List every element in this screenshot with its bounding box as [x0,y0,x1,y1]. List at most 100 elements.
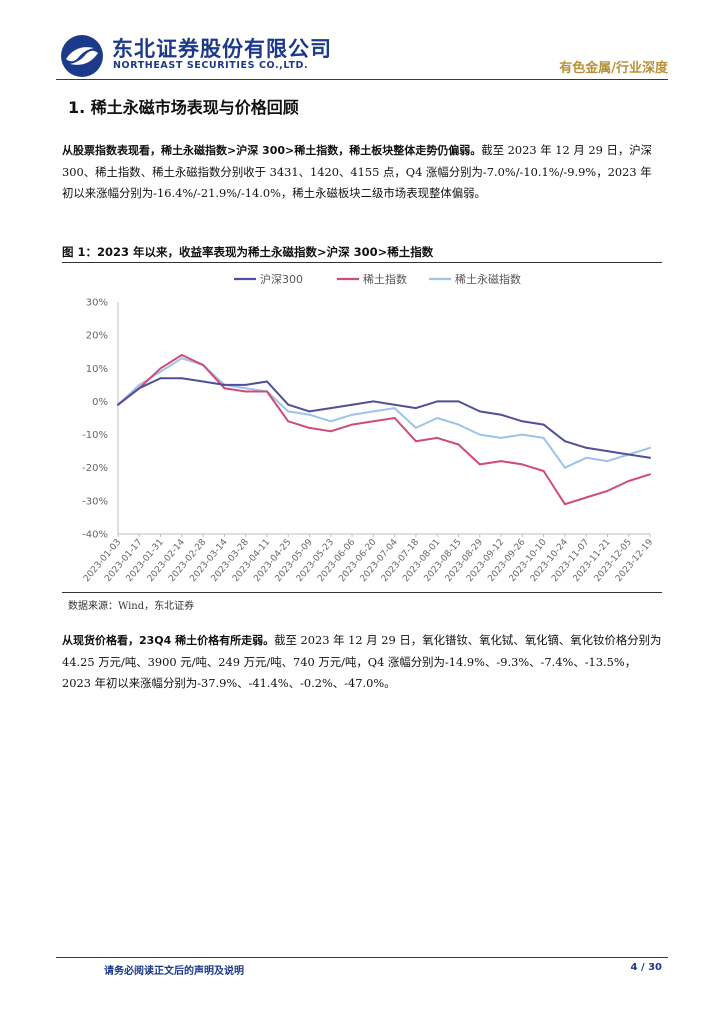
legend-label: 稀土指数 [363,272,407,286]
data-point [542,436,545,439]
data-point [457,423,460,426]
chart-legend: 沪深300 稀土指数 稀土永磁指数 [234,272,521,286]
figure-top-rule [62,262,662,263]
data-point [627,480,630,482]
data-point [500,413,502,416]
company-name-en: NORTHEAST SECURITIES CO.,LTD. [113,60,309,71]
data-point [521,463,524,466]
figure-bottom-rule [62,592,662,593]
data-point [393,417,396,419]
data-point [287,420,290,423]
y-tick-label: 0% [92,397,108,408]
data-point [308,426,311,429]
data-point [329,407,332,410]
data-point [244,390,247,393]
paragraph-stock-index-body: 截至 2023 年 12 月 29 日，沪深 300、稀土指数、稀土永磁指数分别… [62,143,653,200]
chart-x-ticks: 2023-01-032023-01-172023-01-312023-02-14… [82,534,655,584]
data-point [244,383,247,386]
data-point [478,433,481,436]
footer-divider [56,957,668,958]
figure-source: 数据来源：Wind，东北证券 [68,601,195,612]
data-point [606,460,609,463]
data-point [542,470,545,472]
data-point [266,380,268,383]
data-point [351,423,354,426]
paragraph-spot-price-lead: 从现货价格看，23Q4 稀土价格有所走弱。 [62,634,275,647]
series-line [117,357,651,469]
data-point [308,413,311,416]
data-point [287,410,290,413]
data-point [436,417,439,419]
data-point [202,380,205,383]
data-point [223,387,226,390]
page-number: 4 / 30 [630,962,663,973]
company-logo-icon [61,35,103,77]
line-chart: 沪深300 稀土指数 稀土永磁指数 2023-01-032023-01-172023… [82,272,655,584]
data-point [159,377,162,380]
data-point [202,364,205,366]
data-point [180,357,183,360]
data-point [500,460,502,463]
data-point [627,453,630,456]
series-line [117,377,651,459]
data-point [521,420,524,423]
data-point [266,390,268,393]
y-tick-label: -30% [82,496,108,507]
data-point [649,446,651,449]
data-point [563,503,566,506]
data-point [457,443,460,446]
data-point [117,403,119,406]
data-point [521,433,524,436]
y-tick-label: -40% [82,530,108,541]
data-point [351,403,354,406]
data-point [542,423,545,426]
data-point [329,430,332,433]
data-point [478,410,481,413]
data-point [138,387,141,390]
data-point [180,354,183,356]
data-point [329,420,332,423]
series-line [117,354,651,506]
paragraph-spot-price: 从现货价格看，23Q4 稀土价格有所走弱。截至 2023 年 12 月 29 日… [62,630,662,695]
chart-y-ticks: 30% 20% 10% 0% -10% -20% -30% -40% [82,298,108,541]
data-point [606,450,609,453]
data-point [138,383,141,386]
chart-series [117,354,651,506]
data-point [372,410,375,413]
data-point [414,426,417,429]
y-tick-label: -10% [82,430,108,441]
company-name-cn: 东北证券股份有限公司 [112,37,332,61]
data-point [223,383,226,386]
footer-disclaimer: 请务必阅读正文后的声明及说明 [104,966,244,977]
paragraph-spot-price-body: 截至 2023 年 12 月 29 日，氧化镨钕、氧化铽、氧化镝、氧化钕价格分别… [62,633,662,690]
data-point [393,403,396,406]
report-type-label: 有色金属/行业深度 [559,61,668,76]
data-point [287,403,290,406]
data-point [159,370,162,373]
data-point [649,473,651,476]
y-tick-label: -20% [82,463,108,474]
data-point [436,400,439,403]
y-tick-label: 10% [86,364,108,375]
data-point [351,413,354,416]
data-point [436,436,439,439]
data-point [585,496,588,499]
data-point [372,420,375,423]
data-point [585,446,588,449]
paragraph-stock-index-lead: 从股票指数表现看，稀土永磁指数>沪深 300>稀土指数，稀土板块整体走势仍偏弱。 [62,144,482,157]
data-point [585,456,588,459]
y-tick-label: 30% [86,298,108,309]
y-tick-label: 20% [86,331,108,342]
data-point [563,440,566,443]
data-point [414,440,417,443]
legend-label: 稀土永磁指数 [455,272,521,286]
paragraph-stock-index: 从股票指数表现看，稀土永磁指数>沪深 300>稀土指数，稀土板块整体走势仍偏弱。… [62,140,662,205]
data-point [159,367,162,370]
data-point [244,387,247,390]
data-point [308,410,311,413]
data-point [180,377,183,380]
data-point [500,436,502,439]
data-point [606,489,609,492]
chart-axes [117,302,650,535]
header-divider [56,79,668,80]
